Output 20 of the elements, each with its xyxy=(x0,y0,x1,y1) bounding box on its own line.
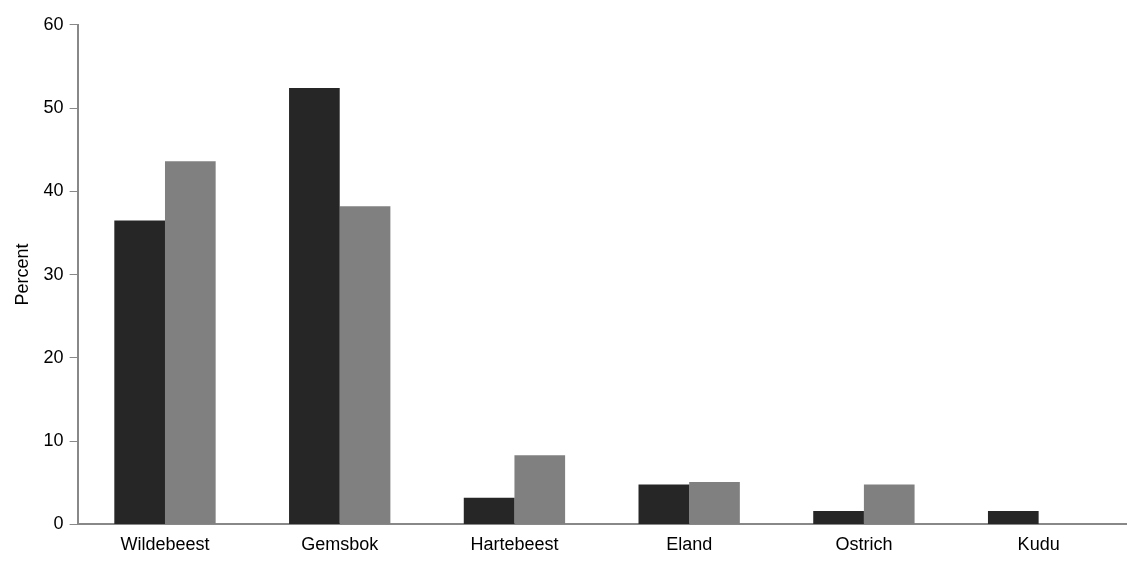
x-tick-label: Eland xyxy=(666,534,713,555)
y-tick-label: 10 xyxy=(43,430,64,451)
bar xyxy=(813,511,864,524)
y-tick-label: 0 xyxy=(53,513,64,534)
y-tick-label: 20 xyxy=(43,346,64,367)
x-tick-label: Gemsbok xyxy=(301,534,380,555)
y-tick-label: 40 xyxy=(43,180,64,201)
y-tick-label: 50 xyxy=(43,97,64,118)
x-tick-label: Ostrich xyxy=(835,534,893,555)
y-tick-label: 30 xyxy=(43,263,64,284)
bar xyxy=(114,220,165,524)
bar xyxy=(289,88,340,524)
x-tick-label: Kudu xyxy=(1017,534,1060,555)
y-tick-label: 60 xyxy=(43,13,64,34)
x-tick-label: Wildebeest xyxy=(120,534,210,555)
y-axis-title: Percent xyxy=(11,243,32,306)
bar xyxy=(638,484,690,524)
bar xyxy=(463,497,515,524)
x-tick-label: Hartebeest xyxy=(470,534,559,555)
bar xyxy=(987,511,1039,524)
